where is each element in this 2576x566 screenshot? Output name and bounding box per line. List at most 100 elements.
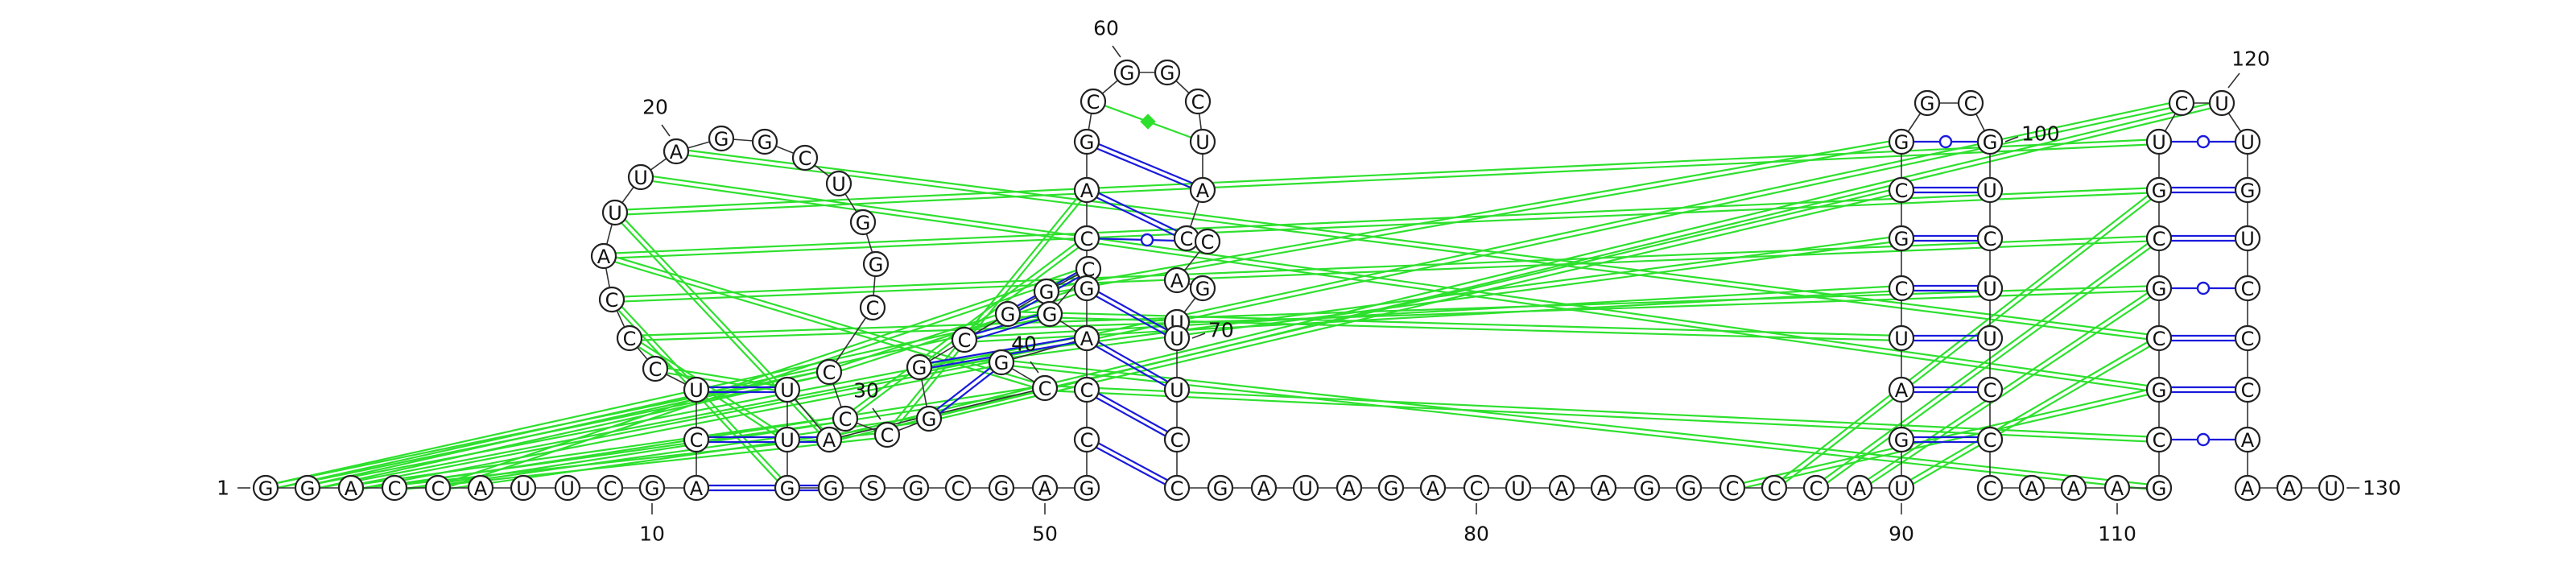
nucleotide: C [1802,474,1830,502]
nucleotide: G [751,128,778,155]
base-pair-lines [696,100,2248,492]
pseudoknot-pair-line [641,173,2160,389]
numbering-label: 90 [1889,523,1914,546]
nucleotide-letter: A [1196,180,1210,202]
nucleotide: G [1073,128,1100,155]
nucleotide-circle [1184,88,1212,115]
nucleotide-letter: U [1983,328,1997,350]
nucleotide: G [862,250,890,278]
nucleotide-circle [1976,474,2004,502]
numbering-label: 30 [853,379,879,403]
nucleotide-letter: U [2152,131,2166,154]
pseudoknot-pair-line [1817,239,2161,491]
nucleotide-letter: G [1894,228,1909,250]
nucleotide-letter: C [1201,231,1215,254]
nucleotide: U [1189,128,1216,155]
nucleotide-circle [1073,474,1100,502]
nucleotide: C [1957,89,1984,117]
nucleotide-circle [2276,474,2303,502]
nucleotide-circle [1113,59,1141,86]
nucleotide-circle [2234,128,2261,155]
nucleotide: A [663,138,690,165]
nucleotide: G [1113,59,1141,86]
nucleotide-letter: A [1038,477,1052,500]
canonical-pair-line [1085,390,1177,443]
nucleotide: G [849,209,877,236]
nucleotide-letter: G [1160,62,1175,85]
nucleotide-circle [683,474,710,502]
nucleotide-circle [2145,426,2173,453]
nucleotide: A [1250,474,1278,502]
nucleotide-letter: C [1080,228,1094,250]
nucleotide-circle [1073,275,1100,302]
nucleotide: G [774,474,801,502]
nucleotide: U [2234,225,2261,252]
nucleotide-circle [906,353,933,381]
nucleotide: U [825,170,852,197]
nucleotide-circle [815,426,843,453]
nucleotide-circle [1073,426,1100,453]
nucleotide-letter: C [1895,278,1909,300]
nucleotide-circle [2234,225,2261,252]
nucleotide-circle [2234,176,2261,204]
nucleotide-letter: G [1894,429,1909,452]
nucleotide-circle [1207,474,1234,502]
nucleotide: A [2234,426,2261,453]
nucleotide-circle [915,405,943,432]
nucleotide-letter: U [832,173,846,196]
nucleotide-letter: C [2241,379,2255,402]
nucleotide-letter: G [1039,281,1055,304]
nucleotide-letter: C [623,328,637,350]
nucleotide-circle [1888,426,1915,453]
nucleotide: C [1888,176,1915,204]
nucleotide: U [1163,376,1191,403]
nucleotide-letter: A [345,477,358,500]
nucleotide-letter: A [474,477,488,500]
nucleotide-letter: U [516,477,530,500]
nucleotide-circle [2145,275,2173,302]
nucleotide-circle [467,474,494,502]
nucleotide-letter: C [1080,379,1094,402]
nucleotide-circle [424,474,452,502]
nucleotide-circle [944,474,972,502]
gu-pair-marker [2196,134,2211,149]
nucleotide-circle [1335,474,1363,502]
nucleotide-letter: C [1170,477,1184,500]
nucleotide-circle [1633,474,1661,502]
nucleotide: C [815,358,843,386]
canonical-pair-line [964,315,1051,343]
nucleotide: C [944,474,972,502]
nucleotide-circle [2168,89,2195,117]
pseudoknot-pair-line [1899,335,2159,487]
nucleotide-letter: S [866,477,878,500]
numbering-tick [661,124,671,137]
nucleotide-circle [708,125,735,152]
nucleotide-circle [817,474,844,502]
nucleotide-letter: U [689,379,704,402]
nucleotide-letter: C [431,477,445,500]
nucleotide: C [1073,426,1100,453]
nucleotide-circle [1590,474,1617,502]
nucleotide-circle [1888,474,1915,502]
nucleotide-circle [1194,228,1221,255]
nucleotide-circle [1377,474,1405,502]
nucleotide-letter: G [1080,477,1095,500]
nucleotide-circle [951,326,978,353]
nucleotide: G [1033,278,1060,305]
nucleotide: C [873,421,901,448]
nucleotide-letter: U [1298,477,1313,500]
nucleotide-letter: A [1080,328,1094,350]
gu-pair-marker [1938,134,1953,149]
nucleotide-circle [1802,474,1830,502]
nucleotide-circle [902,474,930,502]
nucleotide-letter: G [1894,131,1909,154]
nucleotide: C [791,144,819,171]
pseudoknot-pair-line [1772,187,2158,487]
nucleotide-letter: A [670,141,683,163]
pseudoknot-lines [265,99,2223,492]
nucleotide-letter: C [1087,91,1100,114]
nucleotide: G [1633,474,1661,502]
nucleotide-circle [1913,89,1941,117]
